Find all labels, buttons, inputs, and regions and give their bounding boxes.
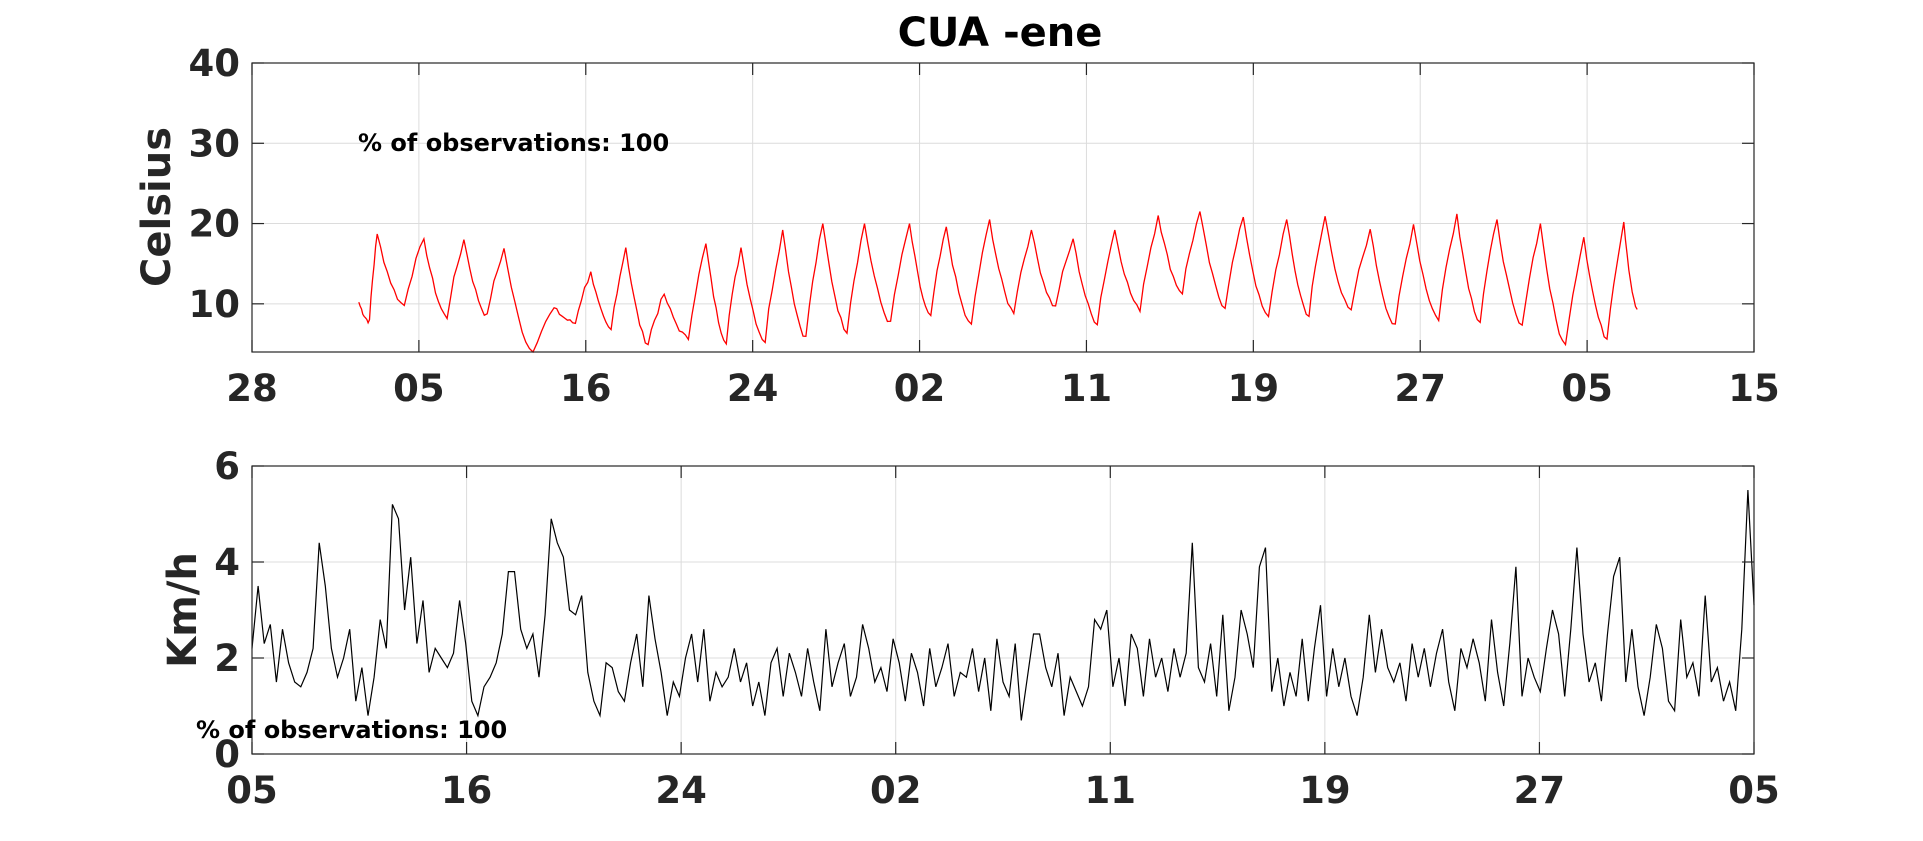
temperature-x-tick-label: 05: [393, 367, 445, 410]
temperature-x-tick-label: 15: [1728, 367, 1780, 410]
wind-x-tick-label: 02: [870, 769, 922, 812]
temperature-series-line: [358, 211, 1638, 354]
temperature-x-tick-label: 28: [226, 367, 278, 410]
temperature-x-tick-label: 27: [1394, 367, 1446, 410]
wind-x-tick-label: 11: [1085, 769, 1137, 812]
temperature-y-axis-label: Celsius: [134, 127, 180, 287]
wind-y-tick-label: 4: [214, 541, 240, 584]
wind-grid: [252, 466, 1754, 754]
wind-x-tick-label: 19: [1299, 769, 1351, 812]
temperature-y-tick-label: 10: [189, 283, 241, 326]
temperature-x-tick-label: 11: [1061, 367, 1113, 410]
temperature-x-tick-label: 19: [1228, 367, 1280, 410]
temperature-x-tick-label: 05: [1561, 367, 1613, 410]
temperature-x-tick-label: 16: [560, 367, 612, 410]
wind-x-tick-label: 27: [1514, 769, 1566, 812]
wind-axes-box: [251, 465, 1755, 755]
wind-y-tick-label: 0: [214, 733, 240, 776]
temperature-y-tick-label: 40: [189, 42, 241, 85]
wind-x-tick-label: 05: [1728, 769, 1780, 812]
wind-y-tick-label: 2: [214, 637, 240, 680]
temperature-observations-annotation: % of observations: 100: [358, 129, 669, 157]
wind-x-tick-label: 24: [655, 769, 707, 812]
wind-observations-annotation: % of observations: 100: [196, 716, 507, 744]
wind-series-line: [251, 489, 1755, 721]
temperature-ticks: 28 05 16 24 02 11 19 27 05 15 10 20 30 40: [189, 42, 1780, 410]
temperature-x-tick-label: 24: [727, 367, 779, 410]
temperature-y-tick-label: 20: [189, 203, 241, 246]
temperature-y-tick-label: 30: [189, 122, 241, 165]
wind-x-tick-label: 16: [441, 769, 493, 812]
wind-x-tick-label: 05: [226, 769, 278, 812]
temperature-axes-box: [251, 62, 1755, 353]
temperature-x-tick-label: 02: [894, 367, 946, 410]
wind-y-axis-label: Km/h: [160, 552, 206, 668]
wind-y-tick-label: 6: [214, 445, 240, 488]
temperature-grid: [252, 63, 1754, 352]
temperature-panel: 28 05 16 24 02 11 19 27 05 15 10 20 30 40 Celsius % o…: [134, 42, 1780, 410]
figure-title: CUA -ene: [898, 10, 1103, 56]
